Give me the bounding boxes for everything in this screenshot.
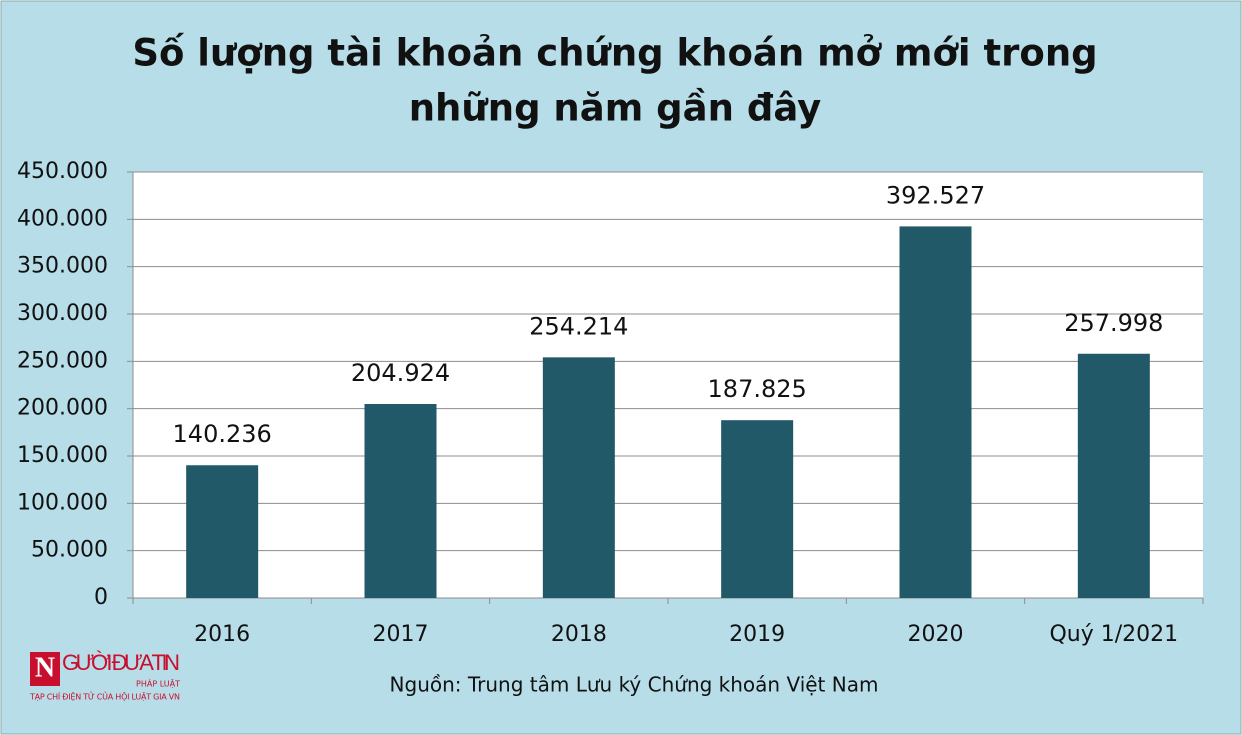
x-tick-label: 2018 [551,622,607,647]
logo-tag: PHÁP LUẬT [136,678,180,690]
x-tick-label: 2017 [373,622,429,647]
bar [721,420,794,598]
logo-mark: N [35,652,55,683]
chart-title: Số lượng tài khoản chứng khoán mở mới tr… [132,32,1097,75]
y-tick-label: 400.000 [17,206,108,231]
logo-box [30,652,60,686]
logo: N GƯỜI ĐƯA TIN PHÁP LUẬT TẠP CHÍ ĐIỆN TỬ… [29,650,180,703]
logo-subtitle: TẠP CHÍ ĐIỆN TỬ CỦA HỘI LUẬT GIA VN [29,691,180,703]
y-tick-label: 0 [94,585,108,610]
value-label: 257.998 [1064,309,1163,337]
y-tick-label: 350.000 [17,254,108,279]
x-tick-label: 2020 [908,622,964,647]
y-tick-label: 300.000 [17,301,108,326]
x-tick-label: 2019 [729,622,785,647]
value-label: 392.527 [886,181,985,209]
value-label: 254.214 [529,312,628,340]
y-tick-label: 100.000 [17,490,108,515]
value-label: 187.825 [708,375,807,403]
x-tick-label: 2016 [194,622,250,647]
chart-title: những năm gần đây [409,87,822,130]
bar [186,465,259,598]
logo-name: GƯỜI ĐƯA TIN [62,650,180,675]
source-note: Nguồn: Trung tâm Lưu ký Chứng khoán Việt… [390,673,879,697]
y-tick-label: 50.000 [31,538,108,563]
bar [542,357,615,598]
x-tick-label: Quý 1/2021 [1049,622,1178,647]
y-tick-label: 450.000 [17,159,108,184]
value-label: 204.924 [351,359,450,387]
y-tick-label: 250.000 [17,348,108,373]
bar [1077,353,1150,598]
plot-area [133,172,1203,598]
bar [899,226,972,598]
bar [364,404,437,598]
value-label: 140.236 [173,420,272,448]
y-tick-label: 150.000 [17,443,108,468]
y-tick-label: 200.000 [17,396,108,421]
